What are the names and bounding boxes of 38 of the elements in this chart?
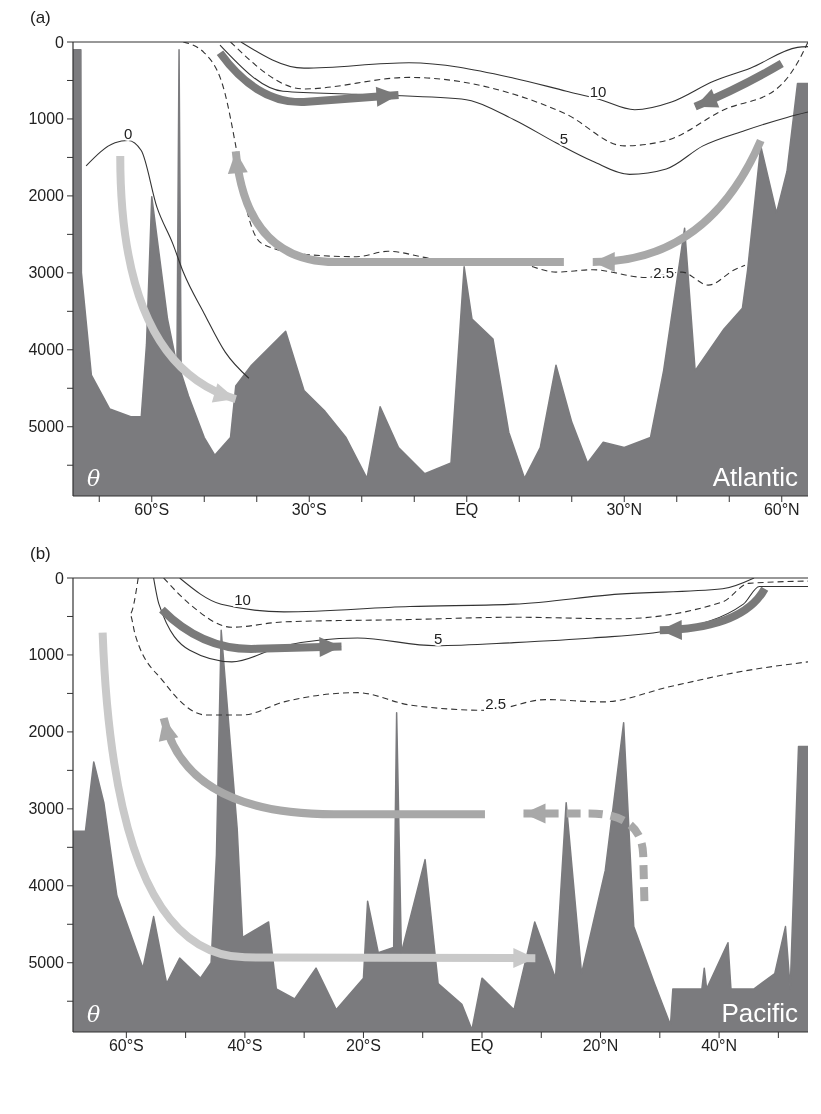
y-tick-label: 0 — [55, 33, 65, 51]
x-tick-label: EQ — [470, 1037, 494, 1055]
annotation: θ — [87, 466, 101, 491]
annotation: 0 — [123, 124, 133, 142]
annotation: 10 — [234, 590, 251, 608]
y-tick-label: 5000 — [28, 954, 65, 972]
x-tick-label: EQ — [455, 501, 479, 519]
x-tick-label: 20°N — [582, 1037, 619, 1055]
x-tick-label: 30°N — [606, 501, 643, 519]
y-tick-label: 3000 — [28, 800, 65, 818]
x-tick-label: 60°N — [763, 501, 800, 519]
line-series — [85, 139, 250, 379]
y-tick-label: 4000 — [28, 877, 65, 895]
chart-title: (a) — [30, 8, 52, 29]
annotation: Atlantic — [712, 462, 798, 492]
y-tick-label: 5000 — [28, 418, 65, 436]
annotation: 5 — [559, 130, 569, 148]
y-tick-label: 2000 — [28, 723, 65, 741]
y-tick-label: 3000 — [28, 264, 65, 282]
y-tick-label: 4000 — [28, 341, 65, 359]
annotation: 5 — [433, 630, 443, 648]
annotation: 10 — [589, 83, 607, 101]
chart-title: (b) — [30, 544, 52, 565]
x-tick-label: 40°N — [701, 1037, 737, 1055]
annotation: Pacific — [721, 998, 798, 1028]
line-series — [219, 44, 808, 175]
y-tick-label: 1000 — [28, 110, 65, 128]
x-tick-label: 40°S — [227, 1037, 263, 1055]
x-tick-label: 30°S — [291, 501, 327, 519]
x-tick-label: 60°S — [108, 1037, 144, 1055]
x-tick-label: 20°S — [346, 1037, 381, 1055]
y-tick-label: 0 — [55, 569, 65, 587]
annotation: 2.5 — [485, 694, 507, 712]
annotation: θ — [87, 1002, 101, 1027]
y-tick-label: 2000 — [28, 187, 65, 205]
x-tick-label: 60°S — [134, 501, 170, 519]
y-tick-label: 1000 — [28, 646, 65, 664]
annotation: 2.5 — [653, 264, 675, 282]
